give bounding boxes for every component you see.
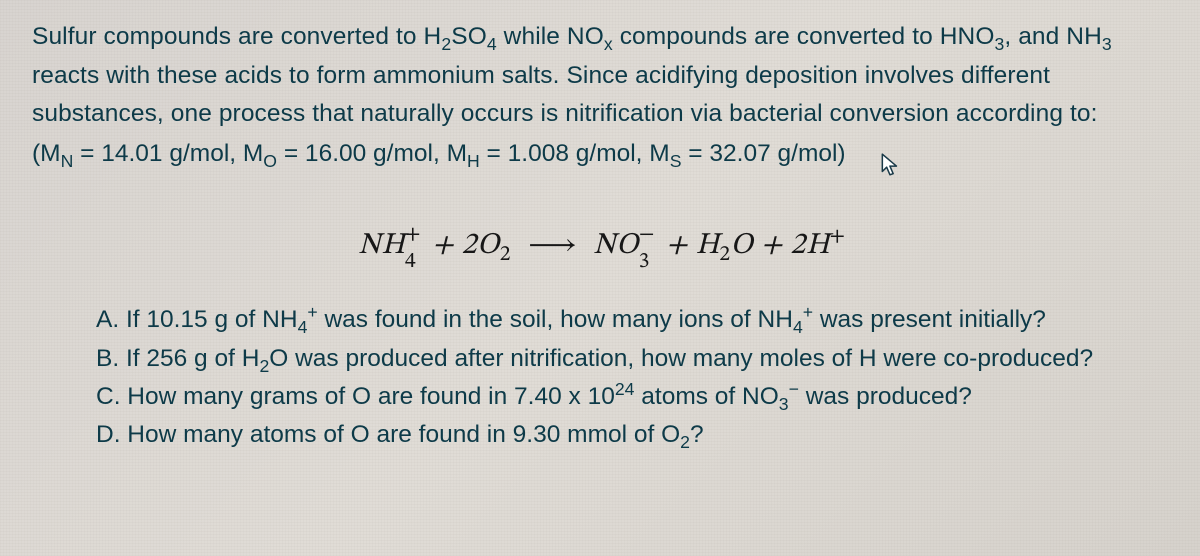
question-d: D. How many atoms of O are found in 9.30… [96,416,1172,454]
sup-plus: + [830,227,846,248]
sup-plus: + [307,302,317,322]
reaction-arrow: ⟶ [518,231,585,261]
sub-x: x [604,34,613,54]
intro-fragment: compounds are converted to HNO [613,23,995,50]
sub-S: S [670,151,682,171]
qc-fragment: was produced? [799,383,972,410]
question-list: A. If 10.15 g of NH4+ was found in the s… [32,301,1172,454]
sub-2: 2 [441,34,451,54]
sub-N: N [61,151,74,171]
sub-4: 4 [298,317,308,337]
sub-4: 4 [405,250,416,276]
sup-minus: − [639,223,655,249]
qa-fragment: was present initially? [813,306,1046,333]
qa-fragment: was found in the soil, how many ions of … [318,306,793,333]
sub-H: H [467,151,480,171]
intro-line2: reacts with these acids to form ammonium… [32,62,1050,89]
sub-2: 2 [680,432,690,452]
sub-O: O [263,151,277,171]
molar-o: = 16.00 g/mol, M [277,140,467,167]
sup-plus: + [405,223,421,249]
qb-fragment: O was produced after nitrification, how … [269,345,1093,372]
intro-fragment: SO [451,23,487,50]
qd-fragment: D. How many atoms of O are found in 9.30… [96,421,680,448]
sub-2: 2 [259,355,269,375]
qb-fragment: B. If 256 g of H [96,345,259,372]
eq-rhs-b: + H [658,231,719,261]
sub-2: 2 [500,245,511,266]
question-c: C. How many grams of O are found in 7.40… [96,378,1172,416]
sub-3: 3 [994,34,1004,54]
eq-lhs-b: + 2O [424,231,499,261]
sub-4: 4 [793,317,803,337]
sub-3: 3 [779,394,789,414]
question-b: B. If 256 g of H2O was produced after ni… [96,340,1172,378]
question-a: A. If 10.15 g of NH4+ was found in the s… [96,301,1172,339]
qa-fragment: A. If 10.15 g of NH [96,306,298,333]
molar-open: (M [32,140,61,167]
sub-3: 3 [639,250,650,276]
qd-fragment: ? [690,421,704,448]
eq-rhs-a: NO [593,231,638,261]
sup-plus: + [803,302,813,322]
intro-fragment: Sulfur compounds are converted to H [32,23,441,50]
sub-2: 2 [719,245,730,266]
intro-fragment: , and NH [1004,23,1101,50]
eq-lhs-a: NH [358,231,405,261]
qc-fragment: atoms of NO [634,383,778,410]
reaction-equation: NH4+ + 2O2 ⟶ NO3− + H2O + 2H+ [32,227,1172,265]
problem-text-block: Sulfur compounds are converted to H2SO4 … [32,18,1172,454]
intro-line3: substances, one process that naturally o… [32,100,1098,127]
molar-h: = 1.008 g/mol, M [480,140,670,167]
sup-24: 24 [615,379,635,399]
qc-fragment: C. How many grams of O are found in 7.40… [96,383,615,410]
sub-3: 3 [1102,34,1112,54]
intro-fragment: while NO [497,23,604,50]
molar-s: = 32.07 g/mol) [681,140,845,167]
molar-masses: (MN = 14.01 g/mol, MO = 16.00 g/mol, MH … [32,134,1172,173]
molar-n: = 14.01 g/mol, M [73,140,263,167]
intro-paragraph: Sulfur compounds are converted to H2SO4 … [32,18,1172,134]
sub-4: 4 [487,34,497,54]
sup-minus: − [789,379,799,399]
eq-rhs-c: O + 2H [731,231,830,261]
